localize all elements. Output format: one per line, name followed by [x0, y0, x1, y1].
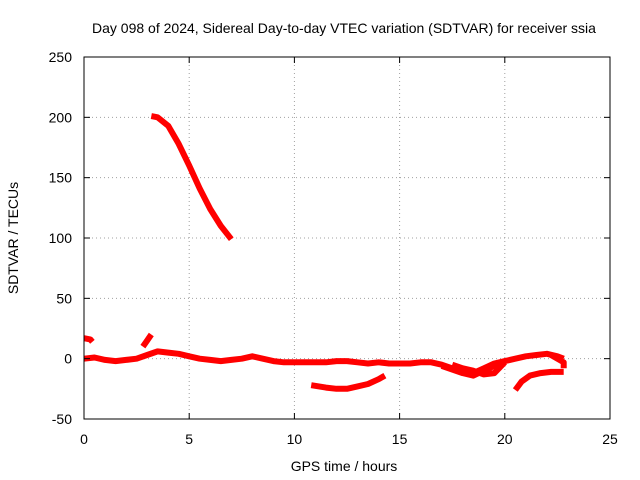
y-tick-label: 50	[56, 290, 72, 306]
series-early-track	[83, 335, 95, 344]
y-tick-label: 200	[49, 109, 73, 125]
series-end-hook	[512, 368, 564, 392]
series-dip-track-2	[451, 360, 507, 378]
series-layer	[83, 113, 567, 392]
y-tick-label: 100	[49, 230, 73, 246]
series-low-arc	[310, 372, 387, 392]
series-rise-track	[140, 332, 154, 349]
x-tick-label: 20	[497, 431, 513, 447]
chart-title: Day 098 of 2024, Sidereal Day-to-day VTE…	[92, 20, 596, 36]
series-high-arc	[150, 113, 234, 242]
x-tick-label: 0	[80, 431, 88, 447]
y-axis-label: SDTVAR / TECUs	[5, 182, 21, 294]
y-tick-label: 150	[49, 170, 73, 186]
y-tick-label: 250	[49, 49, 73, 65]
series-end-tail	[549, 352, 567, 369]
x-tick-label: 10	[287, 431, 303, 447]
tick-layer: 0 5 10 15 20 25 -50 0 50 100 150 200 250	[49, 49, 618, 447]
series-dip-track-1	[440, 360, 506, 379]
x-axis-label: GPS time / hours	[291, 458, 398, 474]
x-tick-label: 15	[392, 431, 408, 447]
y-tick-label: -50	[52, 411, 72, 427]
y-tick-label: 0	[64, 351, 72, 367]
plot-frame	[83, 56, 611, 420]
grid-layer	[84, 57, 610, 419]
x-tick-label: 25	[602, 431, 618, 447]
x-tick-label: 5	[185, 431, 193, 447]
